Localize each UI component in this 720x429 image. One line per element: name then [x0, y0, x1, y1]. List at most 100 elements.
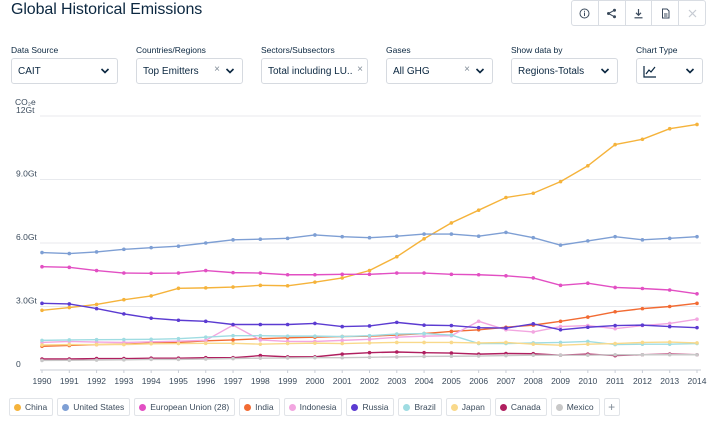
data-point-india	[558, 319, 563, 324]
x-tick-label: 1995	[169, 376, 188, 386]
data-point-mexico	[313, 355, 317, 360]
legend-item-united-states[interactable]: United States	[57, 398, 131, 416]
legend-label: Canada	[510, 402, 541, 412]
filter-label: Sectors/Subsectors	[261, 45, 335, 55]
legend-item-japan[interactable]: Japan	[445, 398, 491, 416]
data-point-japan	[285, 341, 290, 346]
legend-label: United States	[73, 402, 125, 412]
data-point-japan	[231, 341, 235, 346]
sectors-select[interactable]: Total including LU... ×	[261, 58, 368, 84]
data-point-canada	[340, 352, 345, 356]
data-point-russia	[122, 312, 126, 316]
data-point-japan	[67, 342, 72, 347]
embed-icon[interactable]	[679, 1, 705, 25]
data-point-china	[176, 286, 181, 291]
legend-item-indonesia[interactable]: Indonesia	[283, 398, 343, 416]
legend-item-china[interactable]: China	[9, 398, 54, 416]
legend-swatch	[403, 403, 411, 411]
data-point-canada	[449, 351, 454, 355]
gases-select[interactable]: All GHG ×	[386, 58, 493, 84]
data-point-china	[558, 179, 563, 184]
data-point-india	[640, 306, 645, 311]
legend-item-brazil[interactable]: Brazil	[398, 398, 442, 416]
clear-icon[interactable]: ×	[357, 64, 363, 75]
legend-swatch	[450, 403, 458, 411]
chevron-down-icon	[100, 68, 110, 74]
x-tick-label: 2011	[606, 376, 625, 386]
data-point-japan	[94, 342, 99, 347]
legend-item-russia[interactable]: Russia	[346, 398, 395, 416]
data-point-brazil	[203, 335, 208, 339]
data-point-indonesia	[394, 335, 399, 339]
data-point-china	[367, 268, 372, 273]
x-tick-label: 1993	[114, 376, 133, 386]
filter-label: Chart Type	[636, 45, 678, 55]
data-point-japan	[667, 340, 672, 344]
sectors-filter: Sectors/Subsectors Total including LU...…	[261, 44, 368, 84]
add-series-button[interactable]: +	[603, 398, 620, 416]
data-point-european-union-28	[422, 271, 426, 275]
data-point-indonesia	[558, 324, 563, 329]
data-point-japan	[258, 342, 263, 346]
share-icon[interactable]	[599, 1, 626, 25]
pdf-icon[interactable]	[652, 1, 680, 25]
data-point-china	[203, 286, 208, 290]
data-point-mexico	[558, 353, 563, 357]
data-point-russia	[176, 318, 181, 323]
data-point-brazil	[313, 334, 317, 338]
legend-item-european-union-28[interactable]: European Union (28)	[134, 398, 236, 416]
data-point-european-union-28	[149, 271, 153, 276]
show-data-by-filter: Show data by Regions-Totals	[511, 44, 618, 84]
filter-value: CAIT	[18, 65, 41, 77]
data-point-china	[394, 254, 399, 259]
data-source-select[interactable]: CAIT	[11, 58, 118, 84]
data-point-russia	[586, 325, 590, 330]
legend-label: Japan	[461, 402, 485, 412]
page-title: Global Historical Emissions	[11, 1, 203, 18]
chevron-down-icon	[600, 68, 610, 74]
data-point-mexico	[367, 355, 372, 360]
legend-label: European Union (28)	[150, 402, 230, 412]
x-tick-label: 2002	[360, 376, 379, 386]
data-point-russia	[340, 324, 345, 329]
data-point-russia	[313, 321, 317, 326]
clear-icon[interactable]: ×	[214, 64, 220, 75]
legend-label: China	[25, 402, 48, 412]
countries-filter: Countries/Regions Top Emitters ×	[136, 44, 243, 84]
legend-swatch	[14, 403, 21, 411]
y-tick-label: 0	[16, 359, 21, 369]
data-point-united-states	[258, 237, 263, 241]
download-icon[interactable]	[626, 1, 653, 25]
x-tick-label: 2003	[387, 376, 406, 386]
legend-item-canada[interactable]: Canada	[494, 398, 547, 416]
data-point-china	[94, 302, 99, 307]
clear-icon[interactable]: ×	[464, 64, 470, 75]
data-point-russia	[149, 316, 153, 320]
chart-type-filter: Chart Type	[636, 44, 703, 84]
legend-swatch	[139, 403, 147, 411]
info-icon[interactable]	[572, 1, 599, 25]
data-point-indonesia	[613, 326, 617, 331]
data-point-russia	[394, 320, 399, 325]
data-point-india	[586, 315, 590, 319]
countries-select[interactable]: Top Emitters ×	[136, 58, 243, 84]
data-point-china	[449, 221, 454, 225]
chart-type-select[interactable]	[636, 58, 703, 84]
data-point-european-union-28	[476, 272, 481, 277]
data-point-united-states	[367, 235, 372, 240]
filter-value: All GHG	[393, 65, 430, 77]
legend-label: Indonesia	[299, 402, 337, 412]
data-point-russia	[285, 322, 290, 327]
chevron-down-icon	[225, 68, 235, 74]
legend-item-india[interactable]: India	[239, 398, 280, 416]
data-point-european-union-28	[285, 272, 290, 277]
filter-label: Data Source	[11, 45, 59, 55]
legend-item-mexico[interactable]: Mexico	[550, 398, 600, 416]
legend-swatch	[288, 403, 296, 411]
data-source-filter: Data Source CAIT	[11, 44, 118, 84]
data-point-japan	[586, 342, 590, 346]
data-point-european-union-28	[613, 285, 617, 290]
show-data-by-select[interactable]: Regions-Totals	[511, 58, 618, 84]
x-tick-label: 1994	[142, 376, 161, 386]
data-point-brazil	[394, 332, 399, 336]
